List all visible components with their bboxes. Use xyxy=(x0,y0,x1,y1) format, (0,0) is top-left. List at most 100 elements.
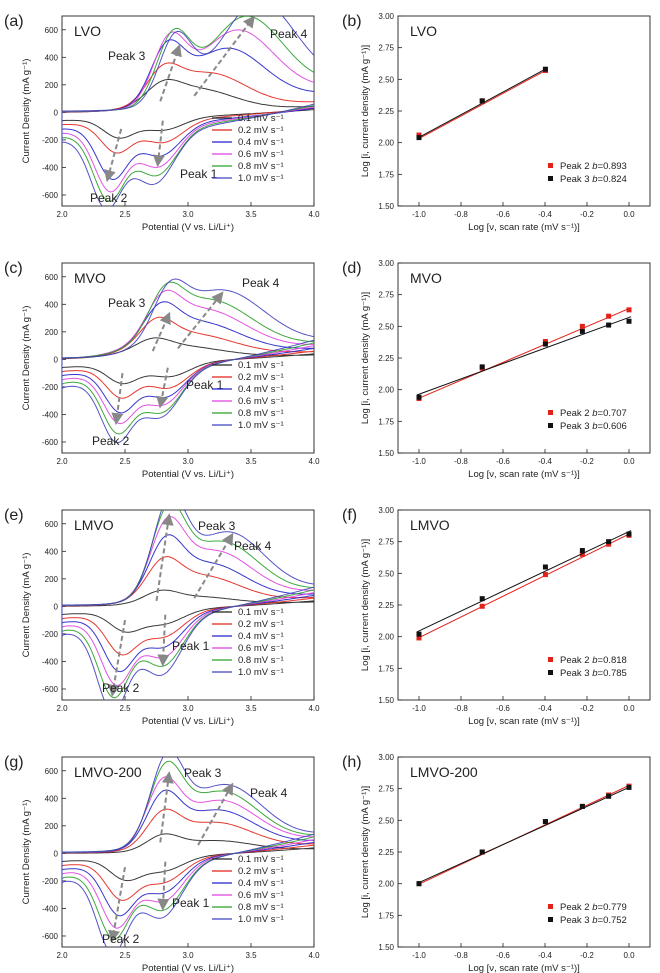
legend-label: 0.8 mV s⁻¹ xyxy=(238,902,284,913)
y-tick-label: 400 xyxy=(45,547,59,556)
legend-marker xyxy=(548,917,553,922)
legend-label: Peak 2 b=0.893 xyxy=(560,161,627,172)
y-tick-label: 2.75 xyxy=(378,538,394,547)
y-tick-label: 1.50 xyxy=(378,943,394,952)
data-point xyxy=(416,635,422,641)
peak-label: Peak 2 xyxy=(102,681,140,695)
legend-marker xyxy=(548,904,553,909)
x-tick-label: -0.6 xyxy=(496,704,510,713)
y-tick-label: 1.50 xyxy=(378,202,394,211)
x-tick-label: 3.5 xyxy=(245,704,257,713)
legend-label: 0.4 mV s⁻¹ xyxy=(238,631,284,642)
trend-arrow xyxy=(108,866,126,943)
legend-marker xyxy=(548,657,553,662)
legend-label: 0.6 mV s⁻¹ xyxy=(238,396,284,407)
y-tick-label: 1.75 xyxy=(378,664,394,673)
cv-curves xyxy=(62,278,314,444)
x-tick-label: 3.5 xyxy=(245,457,257,466)
panel-c: (c) 2.0 2.5 3.0 3.5 4.0 -600 -400 -200 0 200 400 600… xyxy=(4,260,320,480)
legend-label: 0.6 mV s⁻¹ xyxy=(238,149,284,160)
x-tick-label: -0.8 xyxy=(454,951,468,960)
y-tick-label: 2.00 xyxy=(378,633,394,642)
peak-label: Peak 1 xyxy=(172,896,210,910)
sample-label: MVO xyxy=(74,270,106,286)
x-tick-label: 0.0 xyxy=(623,951,635,960)
legend-label: 1.0 mV s⁻¹ xyxy=(238,420,284,431)
y-tick-label: 2.00 xyxy=(378,139,394,148)
legend-marker xyxy=(548,176,553,181)
data-point xyxy=(416,881,422,887)
cv-curve-6 xyxy=(62,757,314,947)
y-tick-label: 3.00 xyxy=(378,259,394,268)
y-tick-label: 2.75 xyxy=(378,785,394,794)
y-tick-label: 3.00 xyxy=(378,753,394,762)
legend-label: Peak 3 b=0.785 xyxy=(560,668,627,679)
y-axis-label: Log [i, current density (mA g⁻¹)] xyxy=(360,539,371,671)
trend-arrow xyxy=(108,619,126,697)
cv-curve-3 xyxy=(62,789,314,917)
legend-marker xyxy=(548,670,553,675)
x-tick-label: -1.0 xyxy=(412,951,426,960)
x-tick-label: -0.2 xyxy=(580,210,594,219)
sample-label: LMVO-200 xyxy=(410,764,478,780)
x-tick-label: -0.8 xyxy=(454,457,468,466)
y-tick-label: 2.75 xyxy=(378,291,394,300)
data-point xyxy=(416,132,422,138)
x-tick-label: -1.0 xyxy=(412,210,426,219)
x-tick-label: 0.0 xyxy=(623,457,635,466)
x-tick-label: -1.0 xyxy=(412,457,426,466)
panel-letter: (b) xyxy=(342,13,362,30)
panel-letter: (d) xyxy=(342,260,362,277)
y-axis-label: Current Density (mA g⁻¹) xyxy=(21,59,32,164)
data-point xyxy=(606,539,612,545)
fit-line xyxy=(416,530,632,633)
panel-h: (h) -1.0 -0.8 -0.6 -0.4 -0.2 0.0 1.50 1.75 2.00 2.… xyxy=(342,753,651,973)
trend-arrow xyxy=(159,44,182,102)
data-point xyxy=(606,322,612,328)
legend-label: 1.0 mV s⁻¹ xyxy=(238,667,284,678)
data-point xyxy=(416,631,422,637)
legend-label: Peak 2 b=0.818 xyxy=(560,655,627,666)
x-axis-label: Log [ν, scan rate (mV s⁻¹)] xyxy=(468,469,580,480)
data-point xyxy=(542,339,548,345)
y-tick-label: 200 xyxy=(45,575,59,584)
legend-label: 1.0 mV s⁻¹ xyxy=(238,173,284,184)
x-tick-label: 3.0 xyxy=(182,457,194,466)
cv-curve-5 xyxy=(62,281,314,435)
y-axis-label: Log [i, current density (mA g⁻¹)] xyxy=(360,786,371,918)
y-tick-label: 1.75 xyxy=(378,417,394,426)
y-axis-label: Current Density (mA g⁻¹) xyxy=(21,553,32,658)
x-tick-label: 0.0 xyxy=(623,704,635,713)
cv-curve-2 xyxy=(62,62,314,154)
trend-arrow xyxy=(152,120,165,168)
trend-arrow xyxy=(157,614,170,667)
peak-label: Peak 1 xyxy=(180,167,218,181)
x-tick-label: -0.2 xyxy=(580,704,594,713)
x-axis-label: Potential (V vs. Li/Li⁺) xyxy=(142,716,234,727)
cv-curve-2 xyxy=(62,808,314,901)
cv-curve-6 xyxy=(62,278,314,444)
x-tick-label: 3.0 xyxy=(182,704,194,713)
sample-label: LMVO xyxy=(74,517,114,533)
data-point xyxy=(479,596,485,602)
panel-g: (g) 2.0 2.5 3.0 3.5 4.0 -600 -400 -200 0 200 400 600… xyxy=(4,754,320,973)
x-axis-label: Potential (V vs. Li/Li⁺) xyxy=(142,222,234,233)
cv-curve-4 xyxy=(62,776,314,929)
y-tick-label: 600 xyxy=(45,767,59,776)
data-point xyxy=(579,803,585,809)
legend-label: 0.1 mV s⁻¹ xyxy=(238,113,284,124)
legend-label: 0.8 mV s⁻¹ xyxy=(238,408,284,419)
y-tick-label: 2.25 xyxy=(378,354,394,363)
legend-label: 0.4 mV s⁻¹ xyxy=(238,137,284,148)
legend-label: 0.4 mV s⁻¹ xyxy=(238,878,284,889)
panel-letter: (a) xyxy=(4,13,24,30)
y-tick-label: 600 xyxy=(45,26,59,35)
panel-letter: (f) xyxy=(342,507,357,524)
panel-f: (f) -1.0 -0.8 -0.6 -0.4 -0.2 0.0 1.50 1.75 2.00 2.… xyxy=(342,506,651,727)
legend-label: 0.1 mV s⁻¹ xyxy=(238,360,284,371)
data-point xyxy=(579,548,585,554)
y-tick-label: 400 xyxy=(45,794,59,803)
legend-label: Peak 3 b=0.606 xyxy=(560,421,627,432)
x-tick-label: 4.0 xyxy=(308,951,320,960)
